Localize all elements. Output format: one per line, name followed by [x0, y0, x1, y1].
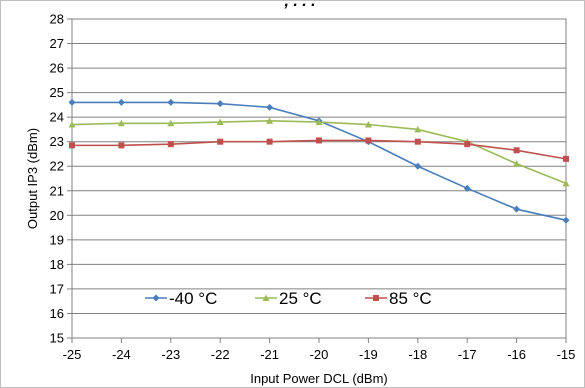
x-tick-label: -24 — [112, 347, 131, 362]
x-tick-label: -23 — [161, 347, 180, 362]
x-tick-label: -18 — [408, 347, 427, 362]
legend-item: 25 °C — [255, 289, 322, 308]
y-tick-label: 21 — [50, 183, 64, 198]
y-tick-label: 22 — [50, 159, 64, 174]
data-point — [167, 98, 175, 106]
data-point — [216, 118, 224, 126]
data-point — [167, 119, 175, 127]
x-tick-label: -20 — [310, 347, 329, 362]
y-tick-label: 26 — [50, 61, 64, 76]
data-point — [69, 142, 75, 149]
series-1 — [68, 117, 570, 187]
y-tick-label: 19 — [50, 232, 64, 247]
x-tick-label: -21 — [260, 347, 279, 362]
series-lines — [68, 98, 570, 224]
legend: -40 °C 25 °C 85 °C — [145, 289, 432, 308]
legend-swatch-marker — [262, 294, 270, 301]
legend-swatch-marker — [373, 295, 379, 301]
data-point — [563, 155, 569, 162]
data-point — [315, 118, 323, 126]
data-point — [562, 216, 570, 224]
data-point — [266, 103, 274, 111]
y-tick-label: 28 — [50, 12, 64, 27]
legend-item: 85 °C — [365, 289, 432, 308]
data-point — [414, 125, 422, 133]
data-point — [266, 117, 274, 124]
y-tick-labels: 15 16 17 18 19 20 21 22 23 24 25 26 27 28 — [50, 12, 64, 346]
series-2 — [69, 137, 569, 162]
y-tick-label: 27 — [50, 36, 64, 51]
data-point — [414, 162, 422, 170]
data-point — [316, 137, 322, 144]
x-tick-label: -22 — [211, 347, 230, 362]
data-point — [365, 137, 372, 144]
data-point — [117, 98, 125, 106]
data-point — [464, 141, 471, 148]
data-point — [216, 100, 224, 108]
legend-label: 85 °C — [389, 289, 432, 308]
data-point — [364, 121, 372, 128]
legend-swatch-marker — [152, 294, 160, 302]
x-tick-label: -15 — [557, 347, 576, 362]
data-point — [118, 142, 125, 149]
x-tick-label: -17 — [458, 347, 477, 362]
x-tick-label: -25 — [63, 347, 82, 362]
y-tick-label: 24 — [50, 110, 64, 125]
y-tick-label: 18 — [50, 257, 64, 272]
plot-area-border — [71, 18, 567, 339]
data-point — [562, 179, 570, 187]
y-axis-title: Output IP3 (dBm) — [25, 128, 40, 229]
y-tick-label: 17 — [50, 281, 64, 296]
data-point — [463, 184, 471, 192]
data-point — [167, 141, 174, 148]
x-tick-labels: -25 -24 -23 -22 -21 -20 -19 -18 -17 -16 -15 — [63, 347, 576, 362]
legend-item: -40 °C — [145, 289, 217, 308]
data-point — [217, 138, 224, 145]
y-tick-label: 20 — [50, 208, 64, 223]
y-tick-label: 23 — [50, 134, 64, 149]
data-point — [513, 160, 521, 167]
x-tick-label: -16 — [507, 347, 526, 362]
data-point — [266, 138, 273, 145]
legend-label: 25 °C — [279, 289, 322, 308]
y-tick-label: 16 — [50, 306, 64, 321]
data-point — [68, 98, 76, 106]
y-tick-label: 25 — [50, 85, 64, 100]
data-point — [414, 138, 421, 145]
data-point — [68, 121, 76, 128]
x-axis-title: Input Power DCL (dBm) — [250, 371, 388, 386]
legend-label: -40 °C — [169, 289, 217, 308]
data-point — [513, 147, 520, 154]
y-tick-label: 15 — [50, 331, 64, 346]
data-point — [117, 119, 125, 127]
chart-title-fragment: , . . . — [283, 0, 315, 10]
x-tick-label: -19 — [359, 347, 378, 362]
data-point — [513, 205, 521, 213]
